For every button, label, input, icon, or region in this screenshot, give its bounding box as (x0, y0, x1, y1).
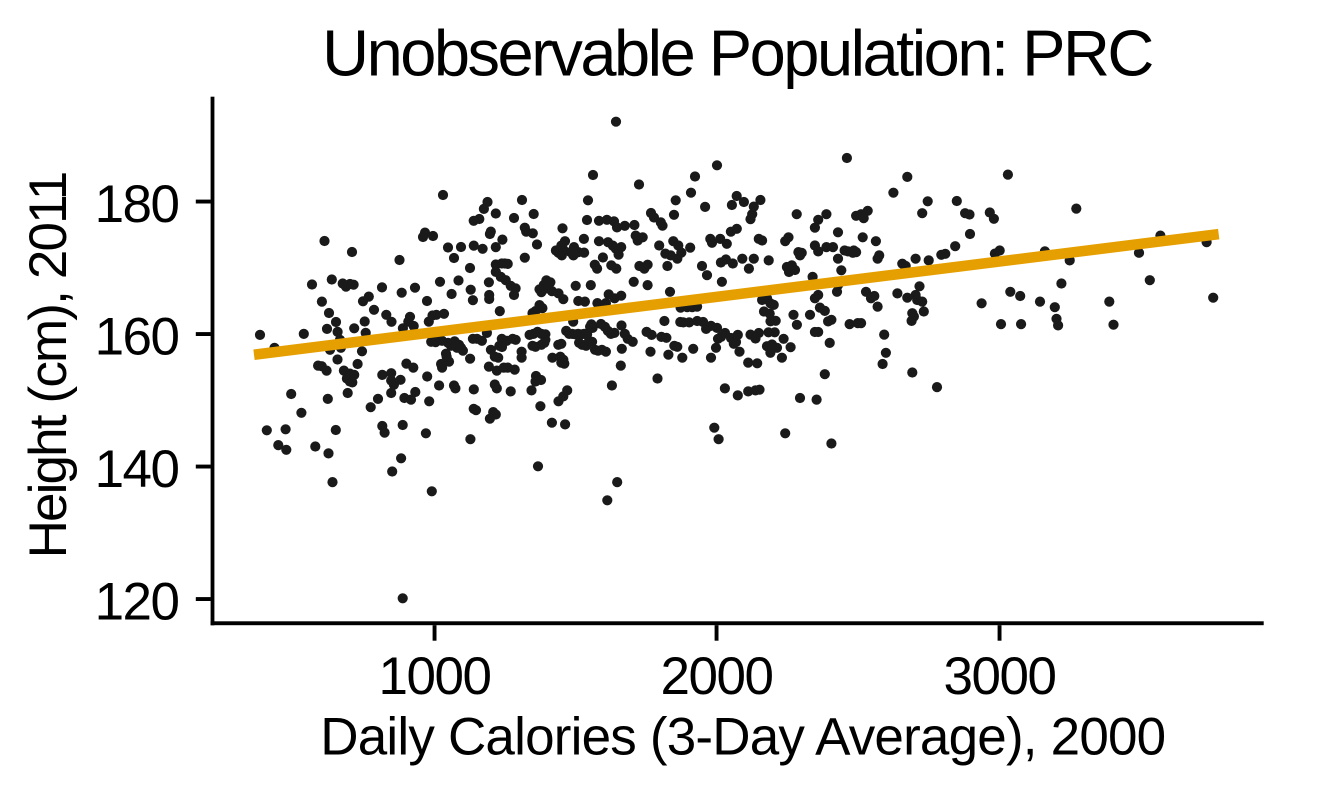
svg-text:180: 180 (95, 175, 179, 234)
svg-text:Height (cm), 2011: Height (cm), 2011 (19, 173, 78, 559)
svg-text:1000: 1000 (379, 647, 491, 706)
svg-text:160: 160 (95, 307, 179, 366)
svg-text:Daily Calories (3-Day Average): Daily Calories (3-Day Average), 2000 (320, 707, 1165, 766)
svg-text:120: 120 (95, 572, 179, 631)
svg-text:2000: 2000 (661, 647, 773, 706)
svg-text:140: 140 (95, 440, 179, 499)
svg-text:3000: 3000 (944, 647, 1056, 706)
svg-text:Unobservable Population: PRC: Unobservable Population: PRC (322, 17, 1152, 90)
